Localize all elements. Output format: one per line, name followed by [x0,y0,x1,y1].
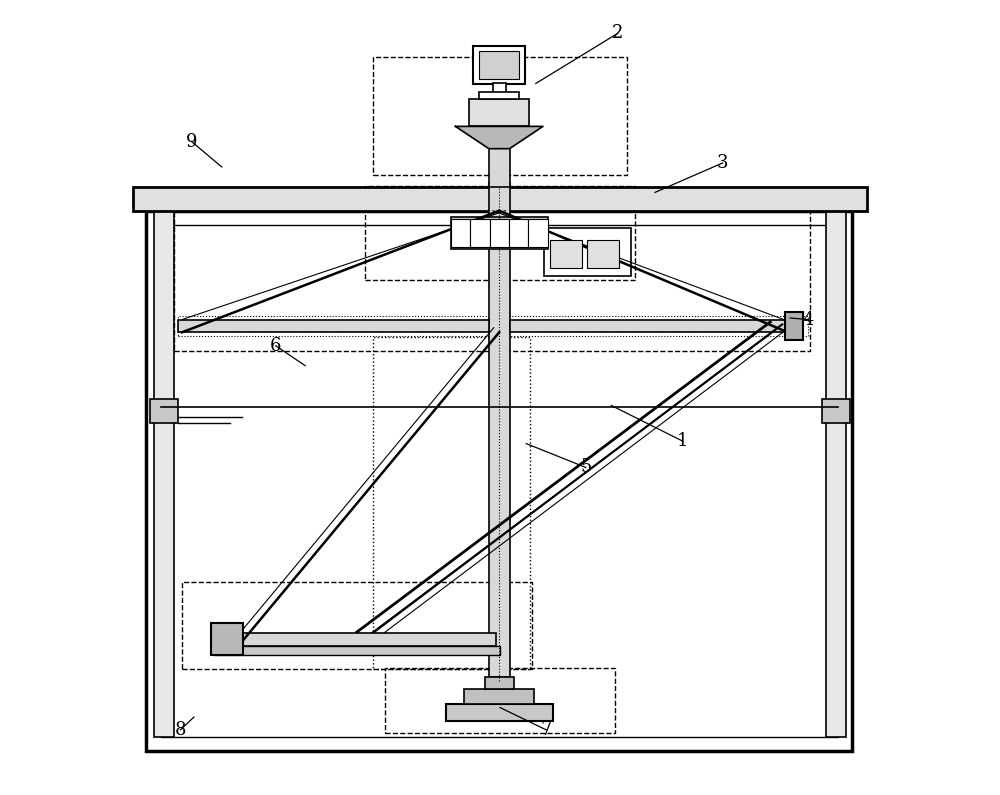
Text: 4: 4 [803,311,814,328]
Bar [214,633,496,646]
Bar [133,187,867,211]
Text: 7: 7 [540,721,552,739]
Bar [550,240,582,268]
Text: 5: 5 [580,459,592,476]
Bar [490,219,509,247]
Bar [154,211,174,737]
Bar [146,211,852,751]
Bar [822,399,850,423]
Bar [489,147,510,187]
Text: 1: 1 [677,432,689,450]
Bar [178,316,808,336]
Bar [385,668,615,733]
Bar [161,225,838,737]
Text: 3: 3 [717,154,728,172]
Bar [544,228,631,276]
Bar [493,83,506,95]
Bar [451,217,548,249]
Bar [509,219,528,247]
Bar [470,219,490,247]
Bar [469,99,529,126]
Bar [464,689,534,704]
Bar [150,399,178,423]
Bar [528,219,548,247]
Bar [485,677,514,689]
Bar [479,51,519,80]
Bar [489,183,510,677]
Bar [174,196,810,351]
Bar [178,320,489,332]
Bar [365,186,635,280]
Bar [214,646,500,655]
Text: 2: 2 [612,25,623,42]
Bar [211,623,243,655]
Text: 6: 6 [270,337,282,355]
Bar [510,320,788,332]
Bar [587,240,619,268]
Bar [373,337,530,669]
Bar [785,312,803,340]
Bar [479,92,519,99]
Bar [182,582,532,669]
Bar [826,211,846,737]
Bar [446,704,553,721]
Bar [373,57,627,175]
Bar [473,46,525,84]
Polygon shape [455,126,543,149]
Text: 9: 9 [186,133,197,150]
Text: 8: 8 [175,721,186,739]
Bar [451,219,470,247]
